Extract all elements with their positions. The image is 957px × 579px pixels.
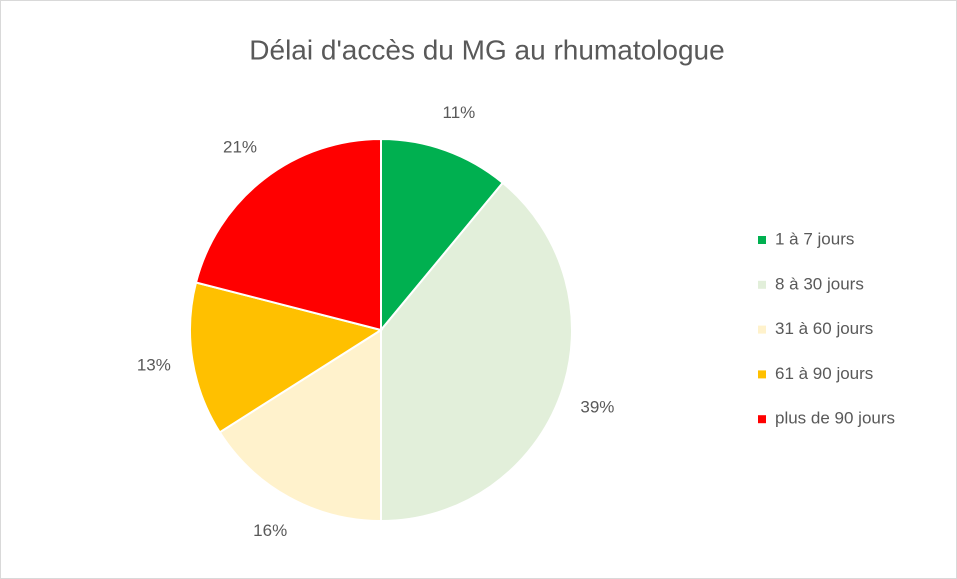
- legend-label: 61 à 90 jours: [775, 364, 873, 383]
- data-label: 13%: [137, 355, 171, 374]
- pie-slice: [189, 281, 384, 434]
- legend-swatch: [758, 415, 766, 424]
- legend-label: plus de 90 jours: [775, 409, 895, 428]
- legend-swatch: [758, 370, 766, 379]
- pie-slice: [194, 137, 382, 332]
- legend-label: 31 à 60 jours: [775, 319, 873, 338]
- data-label: 16%: [253, 521, 287, 540]
- pie-slice: [380, 137, 505, 333]
- data-label: 21%: [223, 138, 257, 157]
- legend-label: 1 à 7 jours: [775, 229, 854, 248]
- pie-slice: [380, 181, 573, 523]
- legend-swatch: [758, 325, 766, 334]
- pie-slice: [218, 328, 382, 523]
- data-label: 11%: [443, 103, 476, 122]
- chart-title: Délai d'accès du MG au rhumatologue: [249, 34, 724, 65]
- data-label: 39%: [580, 397, 614, 416]
- legend-label: 8 à 30 jours: [775, 274, 864, 293]
- legend-swatch: [758, 280, 766, 289]
- legend-swatch: [758, 236, 766, 244]
